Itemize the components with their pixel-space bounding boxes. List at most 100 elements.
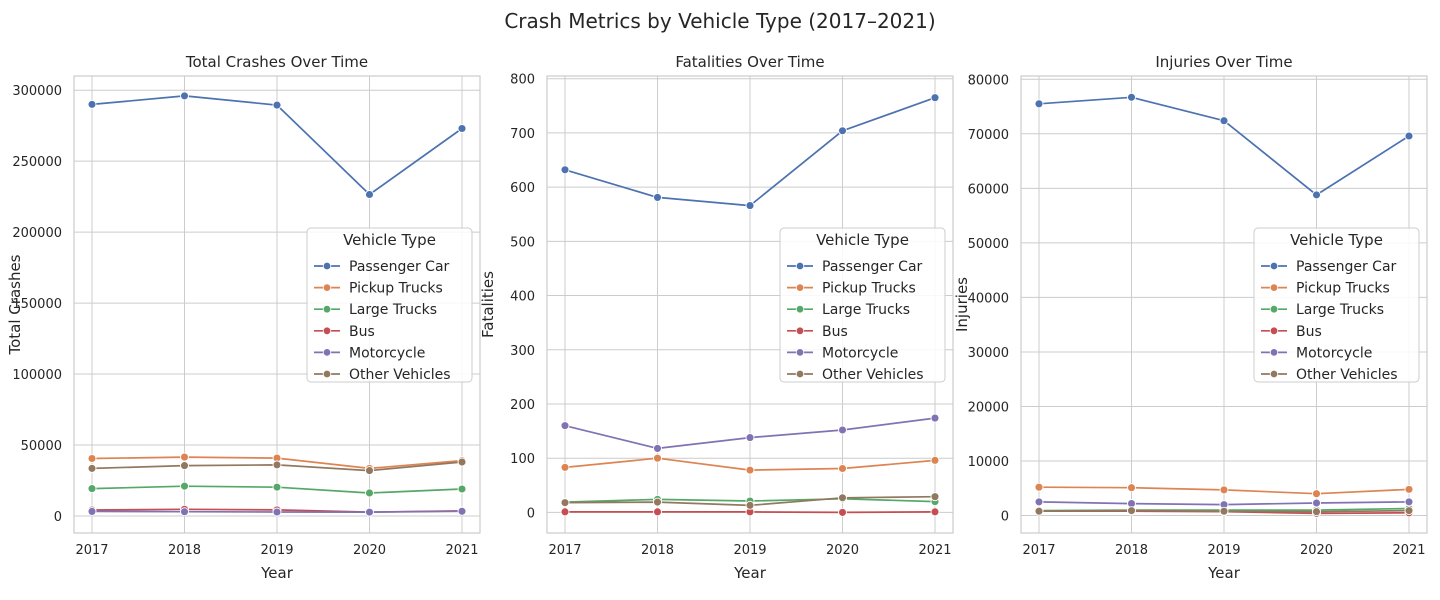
legend-label: Motorcycle	[1296, 345, 1372, 361]
panel-2-y-axis-label: Fatalities	[479, 271, 497, 338]
legend-entry-bus: Bus	[787, 324, 848, 340]
panel-1-legend: Vehicle Type Passenger Car Pickup Trucks La…	[306, 227, 473, 383]
legend-entry-pickup-trucks: Pickup Trucks	[1261, 281, 1390, 297]
data-point-large-trucks	[457, 484, 467, 494]
y-tick-label: 60000	[968, 182, 1009, 197]
data-point-passenger-car	[365, 190, 374, 199]
data-point-motorcycle	[1404, 497, 1414, 507]
data-point-motorcycle	[457, 506, 467, 516]
legend-label: Pickup Trucks	[1296, 281, 1390, 297]
legend-swatch-marker	[795, 261, 805, 271]
legend-swatch-marker	[1269, 326, 1279, 335]
y-tick-label: 0	[54, 510, 62, 525]
x-tick-label: 2017	[75, 543, 108, 558]
data-point-passenger-car	[1404, 131, 1414, 141]
data-point-pickup-trucks	[930, 455, 940, 465]
x-tick-label: 2020	[353, 543, 386, 558]
legend-swatch-marker	[795, 305, 805, 314]
legend-swatch-marker	[1269, 283, 1279, 292]
panel-2: 0 100 200 300 400 500 600 700 800 2017 2018 2019 202…	[479, 53, 954, 582]
legend-entry-pickup-trucks: Pickup Trucks	[787, 281, 916, 297]
legend-label: Passenger Car	[1296, 259, 1397, 275]
legend-entry-other-vehicles: Other Vehicles	[314, 367, 451, 383]
legend-label: Passenger Car	[349, 259, 450, 275]
legend-label: Bus	[349, 324, 375, 340]
legend-title: Vehicle Type	[816, 231, 909, 249]
data-point-passenger-car	[87, 99, 97, 109]
panel-2-frame	[546, 75, 954, 534]
series-pickup-trucks	[560, 453, 940, 475]
panel-3-grid	[1021, 76, 1427, 533]
y-tick-label: 30000	[968, 346, 1009, 361]
legend-label: Motorcycle	[822, 345, 898, 361]
x-tick-label: 2017	[1022, 543, 1055, 558]
data-point-other-vehicles	[457, 457, 467, 467]
legend-swatch-marker	[795, 369, 805, 379]
y-tick-label: 400	[510, 290, 535, 305]
data-point-passenger-car	[560, 165, 570, 175]
data-point-other-vehicles	[272, 460, 282, 470]
y-tick-label: 40000	[968, 291, 1009, 306]
series-motorcycle	[560, 413, 940, 453]
panel-1-x-axis-label: Year	[260, 564, 294, 582]
legend-entry-large-trucks: Large Trucks	[1261, 302, 1384, 318]
data-point-motorcycle	[653, 443, 662, 453]
y-tick-label: 50000	[21, 439, 62, 454]
data-point-passenger-car	[1127, 92, 1136, 102]
legend-entry-motorcycle: Motorcycle	[314, 345, 425, 361]
figure-suptitle: Crash Metrics by Vehicle Type (2017–2021…	[504, 9, 935, 33]
legend-swatch-marker	[322, 305, 332, 314]
legend-label: Other Vehicles	[349, 367, 451, 383]
y-tick-label: 100000	[12, 368, 62, 383]
data-point-other-vehicles	[745, 500, 755, 510]
panel-3-series	[1034, 92, 1414, 518]
legend-label: Pickup Trucks	[822, 281, 916, 297]
y-tick-label: 250000	[12, 155, 62, 170]
y-tick-label: 200	[510, 398, 535, 413]
data-point-motorcycle	[87, 506, 97, 516]
data-point-passenger-car	[1219, 116, 1229, 126]
x-tick-label: 2021	[1392, 543, 1425, 558]
data-point-passenger-car	[1034, 99, 1044, 109]
legend-entry-bus: Bus	[1261, 324, 1322, 340]
data-point-motorcycle	[1312, 498, 1321, 508]
legend-swatch-marker	[322, 369, 332, 379]
data-point-other-vehicles	[1404, 506, 1414, 516]
data-point-motorcycle	[930, 413, 940, 423]
legend-entry-passenger-car: Passenger Car	[1261, 259, 1397, 275]
data-point-other-vehicles	[1312, 507, 1321, 517]
data-point-motorcycle	[838, 425, 847, 435]
y-tick-label: 500	[510, 235, 535, 250]
data-point-other-vehicles	[838, 493, 847, 503]
y-tick-label: 50000	[968, 237, 1009, 252]
legend-entry-motorcycle: Motorcycle	[787, 345, 898, 361]
legend-swatch-marker	[795, 348, 805, 357]
panel-2-series	[560, 93, 940, 517]
legend-swatch-marker	[322, 326, 332, 335]
data-point-passenger-car	[745, 201, 755, 211]
x-tick-label: 2019	[1207, 543, 1240, 558]
y-tick-label: 80000	[968, 73, 1009, 88]
panel-2-x-axis-label: Year	[733, 564, 767, 582]
x-tick-label: 2017	[548, 543, 581, 558]
x-tick-label: 2021	[918, 543, 951, 558]
data-point-pickup-trucks	[745, 465, 755, 475]
panel-3-legend: Vehicle Type Passenger Car Pickup Trucks La…	[1253, 227, 1420, 383]
series-passenger-car	[1034, 92, 1414, 200]
x-tick-label: 2019	[260, 543, 293, 558]
legend-title: Vehicle Type	[1290, 231, 1383, 249]
series-bus	[560, 507, 940, 517]
legend-entry-passenger-car: Passenger Car	[314, 259, 450, 275]
x-tick-label: 2020	[826, 543, 859, 558]
y-tick-label: 10000	[968, 455, 1009, 470]
legend-swatch-marker	[1269, 348, 1279, 357]
data-point-passenger-car	[1312, 190, 1321, 200]
data-point-pickup-trucks	[1219, 485, 1229, 495]
legend-entry-large-trucks: Large Trucks	[314, 302, 437, 318]
series-other-vehicles	[560, 492, 940, 510]
data-point-passenger-car	[653, 192, 662, 202]
legend-label: Motorcycle	[349, 345, 425, 361]
x-tick-label: 2021	[445, 543, 478, 558]
panel-3-y-axis-label: Injuries	[953, 277, 971, 332]
